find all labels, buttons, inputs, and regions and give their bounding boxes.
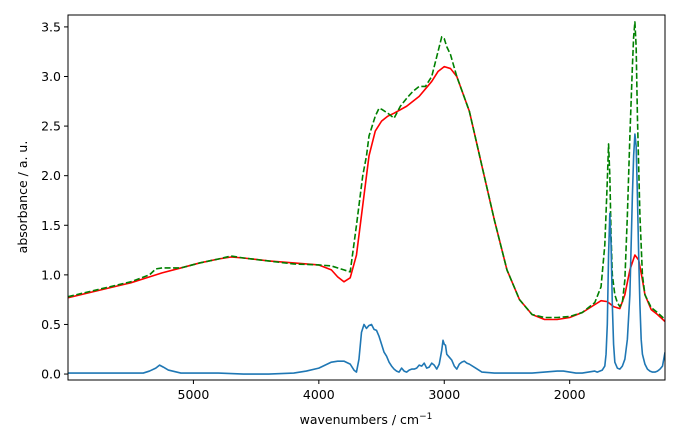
x-tick-label: 2000: [554, 387, 586, 402]
y-axis-label: absorbance / a. u.: [15, 141, 30, 254]
x-axis: 5000 4000 3000 2000: [178, 380, 586, 402]
y-axis: 0.0 0.5 1.0 1.5 2.0 2.5 3.0 3.5: [41, 19, 68, 382]
y-tick-label: 1.0: [41, 267, 61, 282]
series-layer: [68, 21, 665, 375]
x-axis-label: wavenumbers / cm−1: [300, 412, 433, 427]
y-tick-label: 0.0: [41, 367, 61, 382]
y-tick-label: 3.0: [41, 69, 61, 84]
plot-frame: [67, 14, 666, 381]
series-line-3: [68, 133, 665, 375]
y-tick-label: 2.5: [41, 119, 61, 134]
y-tick-label: 3.5: [41, 19, 61, 34]
x-tick-label: 4000: [303, 387, 335, 402]
y-tick-label: 0.5: [41, 317, 61, 332]
y-tick-label: 1.5: [41, 218, 61, 233]
x-tick-label: 3000: [428, 387, 460, 402]
y-tick-label: 2.0: [41, 168, 61, 183]
series-line-2: [68, 21, 665, 321]
x-tick-label: 5000: [178, 387, 210, 402]
series-line-1: [68, 65, 665, 323]
